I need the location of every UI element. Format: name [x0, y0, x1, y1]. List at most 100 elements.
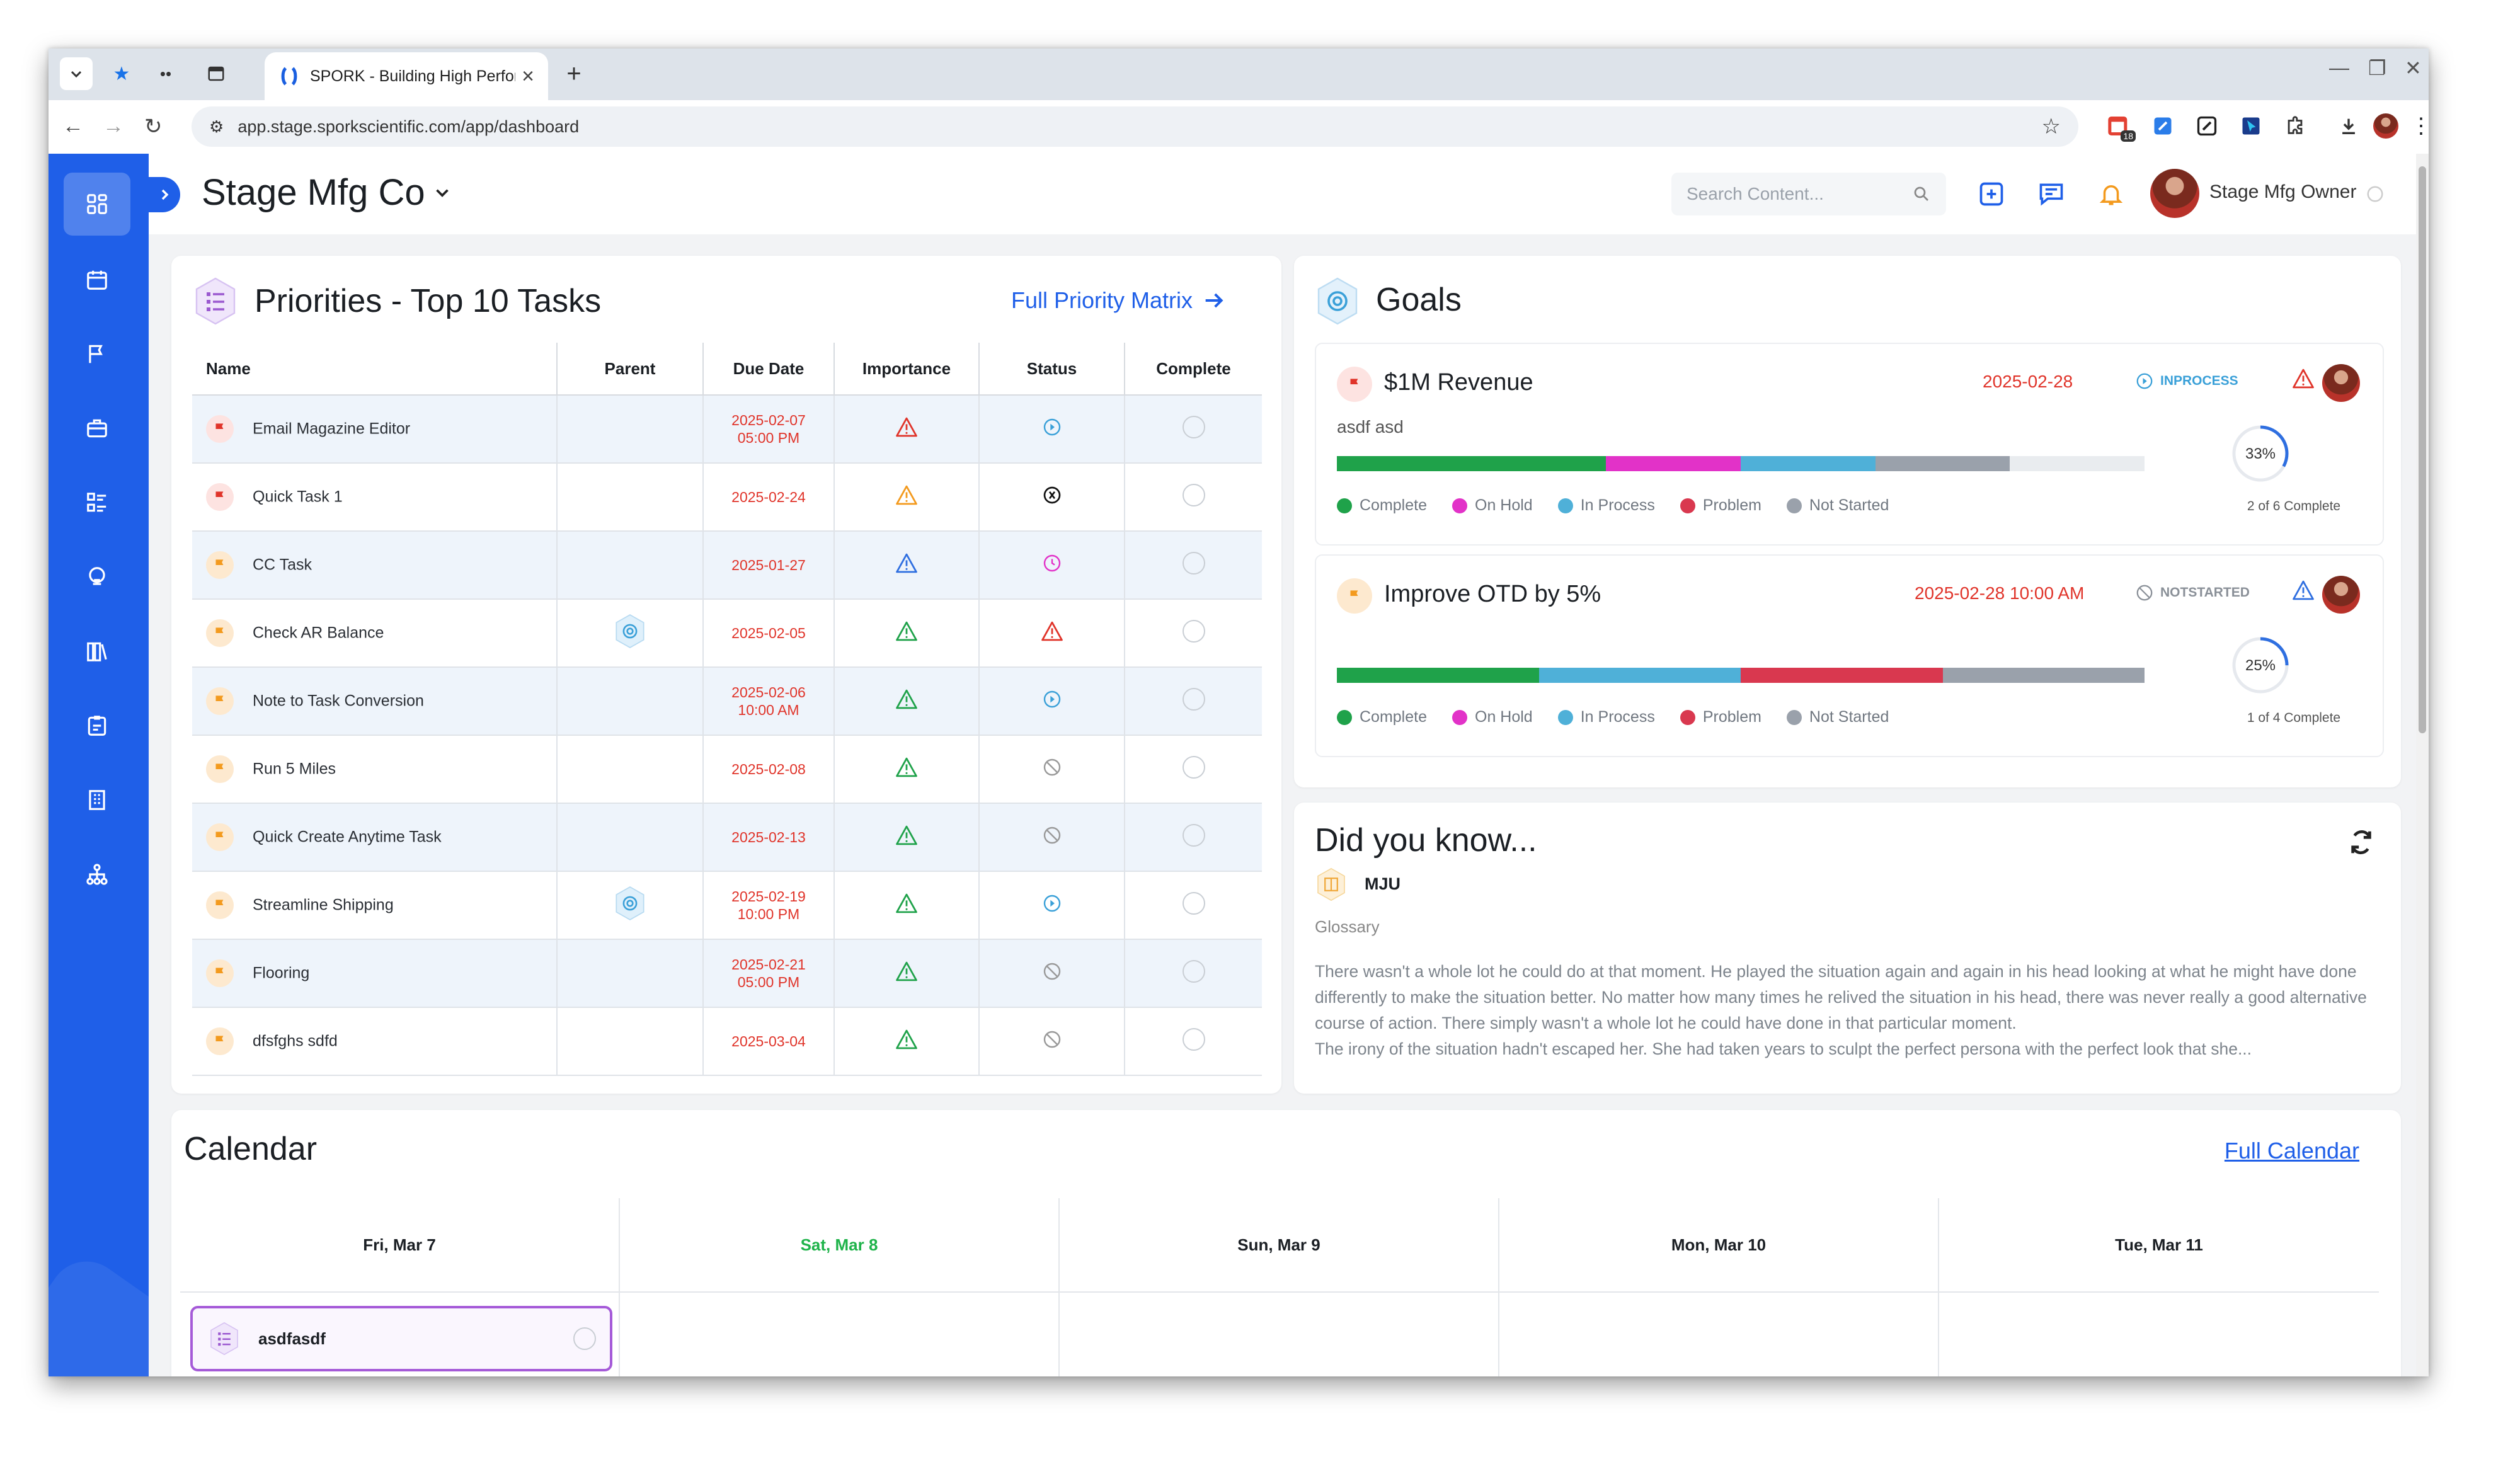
- close-tab-icon[interactable]: ×: [522, 64, 534, 88]
- full-calendar-link[interactable]: Full Calendar: [2224, 1138, 2359, 1164]
- calendar-day-header[interactable]: Mon, Mar 10: [1499, 1198, 1939, 1293]
- table-row[interactable]: Run 5 Miles 2025-02-08: [192, 735, 1262, 804]
- tab-group-icon[interactable]: ••: [159, 64, 172, 83]
- warning-triangle-icon[interactable]: [895, 825, 919, 850]
- complete-checkbox[interactable]: [1182, 1027, 1205, 1051]
- owner-avatar[interactable]: [2322, 576, 2360, 614]
- event-complete-checkbox[interactable]: [573, 1327, 596, 1350]
- full-priority-matrix-link[interactable]: Full Priority Matrix: [1011, 287, 1227, 314]
- complete-cell[interactable]: [1125, 871, 1262, 940]
- task-name[interactable]: Streamline Shipping: [253, 896, 394, 914]
- complete-cell[interactable]: [1125, 1007, 1262, 1076]
- importance-cell[interactable]: [834, 871, 980, 940]
- status-icon[interactable]: [1042, 554, 1062, 577]
- sidebar-item-goals[interactable]: [64, 323, 130, 386]
- complete-cell[interactable]: [1125, 395, 1262, 464]
- table-row[interactable]: Email Magazine Editor 2025-02-07 05:00 PM: [192, 395, 1262, 464]
- calendar-day-column[interactable]: [1939, 1293, 2379, 1376]
- importance-cell[interactable]: [834, 395, 980, 464]
- table-row[interactable]: CC Task 2025-01-27: [192, 531, 1262, 600]
- task-name-cell[interactable]: Email Magazine Editor: [192, 395, 558, 464]
- status-icon[interactable]: [1042, 826, 1062, 849]
- task-name-cell[interactable]: Quick Create Anytime Task: [192, 803, 558, 872]
- complete-cell[interactable]: [1125, 803, 1262, 872]
- reload-icon[interactable]: ↻: [144, 115, 163, 139]
- download-icon[interactable]: [2335, 113, 2362, 139]
- complete-cell[interactable]: [1125, 667, 1262, 736]
- warning-triangle-icon[interactable]: [895, 417, 919, 442]
- warning-triangle-icon[interactable]: [895, 621, 919, 646]
- feedback-button[interactable]: [2035, 178, 2068, 210]
- table-row[interactable]: Quick Create Anytime Task 2025-02-13: [192, 803, 1262, 872]
- complete-checkbox[interactable]: [1182, 483, 1205, 506]
- calendar-day-header[interactable]: Tue, Mar 11: [1939, 1198, 2379, 1293]
- calendar-day-header[interactable]: Sun, Mar 9: [1060, 1198, 1499, 1293]
- calendar-day-header[interactable]: Fri, Mar 7: [180, 1198, 620, 1293]
- goal-title[interactable]: $1M Revenue: [1384, 369, 1533, 396]
- goal-item[interactable]: Improve OTD by 5% 2025-02-28 10:00 AM NO…: [1315, 554, 2384, 757]
- page-scrollbar[interactable]: [2416, 154, 2429, 1376]
- bookmark-icon[interactable]: ☆: [2041, 115, 2061, 139]
- sidebar-item-reports[interactable]: [64, 769, 130, 832]
- column-header[interactable]: Complete: [1125, 343, 1262, 396]
- sidebar-item-org-chart[interactable]: [64, 843, 130, 906]
- active-tab[interactable]: SPORK - Building High Perform ×: [265, 52, 548, 100]
- column-header[interactable]: Importance: [834, 343, 980, 396]
- user-avatar[interactable]: [2150, 169, 2199, 218]
- scrollbar-thumb[interactable]: [2419, 166, 2426, 733]
- task-name-cell[interactable]: Streamline Shipping: [192, 871, 558, 940]
- refresh-button[interactable]: [2347, 828, 2376, 860]
- browser-menu-icon[interactable]: ⋮: [2410, 114, 2429, 138]
- task-name-cell[interactable]: Check AR Balance: [192, 599, 558, 668]
- parent-cell[interactable]: [557, 939, 704, 1008]
- status-icon[interactable]: [1042, 1031, 1062, 1053]
- status-icon[interactable]: [1042, 963, 1062, 985]
- importance-cell[interactable]: [834, 735, 980, 804]
- importance-cell[interactable]: [834, 939, 980, 1008]
- minimize-icon[interactable]: —: [2329, 56, 2349, 79]
- status-cell[interactable]: [979, 1007, 1125, 1076]
- close-window-icon[interactable]: ✕: [2405, 57, 2422, 79]
- task-name[interactable]: CC Task: [253, 556, 312, 574]
- status-cell[interactable]: [979, 871, 1125, 940]
- complete-checkbox[interactable]: [1182, 551, 1205, 575]
- user-name[interactable]: Stage Mfg Owner: [2209, 181, 2357, 202]
- company-selector[interactable]: Stage Mfg Co: [202, 171, 453, 214]
- status-icon[interactable]: [1042, 418, 1062, 441]
- status-cell[interactable]: [979, 735, 1125, 804]
- owner-avatar[interactable]: [2322, 364, 2360, 402]
- task-name-cell[interactable]: Quick Task 1: [192, 463, 558, 532]
- complete-checkbox[interactable]: [1182, 687, 1205, 711]
- parent-cell[interactable]: [557, 1007, 704, 1076]
- task-name-cell[interactable]: dfsfghs sdfd: [192, 1007, 558, 1076]
- target-icon[interactable]: [614, 886, 646, 925]
- task-name[interactable]: Run 5 Miles: [253, 760, 336, 778]
- status-cell[interactable]: [979, 599, 1125, 668]
- sidebar-item-projects[interactable]: [64, 397, 130, 460]
- column-header[interactable]: Parent: [557, 343, 704, 396]
- complete-cell[interactable]: [1125, 599, 1262, 668]
- edit-extension-icon[interactable]: [2194, 113, 2220, 139]
- column-header[interactable]: Name: [192, 343, 558, 396]
- complete-checkbox[interactable]: [1182, 959, 1205, 983]
- table-row[interactable]: Flooring 2025-02-21 05:00 PM: [192, 939, 1262, 1008]
- parent-cell[interactable]: [557, 599, 704, 668]
- column-header[interactable]: Due Date: [703, 343, 835, 396]
- profile-avatar[interactable]: [2373, 113, 2398, 139]
- restore-icon[interactable]: ❐: [2368, 57, 2386, 79]
- importance-cell[interactable]: [834, 803, 980, 872]
- parent-cell[interactable]: [557, 667, 704, 736]
- status-cell[interactable]: [979, 939, 1125, 1008]
- warning-triangle-icon[interactable]: [2291, 580, 2315, 604]
- status-cell[interactable]: [979, 803, 1125, 872]
- complete-checkbox[interactable]: [1182, 415, 1205, 438]
- calendar-event[interactable]: asdfasdf: [190, 1306, 612, 1371]
- bookmark-star-icon[interactable]: ★: [113, 63, 130, 84]
- task-name[interactable]: Quick Create Anytime Task: [253, 828, 442, 846]
- parent-cell[interactable]: [557, 395, 704, 464]
- importance-cell[interactable]: [834, 531, 980, 600]
- importance-cell[interactable]: [834, 667, 980, 736]
- complete-checkbox[interactable]: [1182, 891, 1205, 915]
- complete-checkbox[interactable]: [1182, 619, 1205, 643]
- status-cell[interactable]: [979, 463, 1125, 532]
